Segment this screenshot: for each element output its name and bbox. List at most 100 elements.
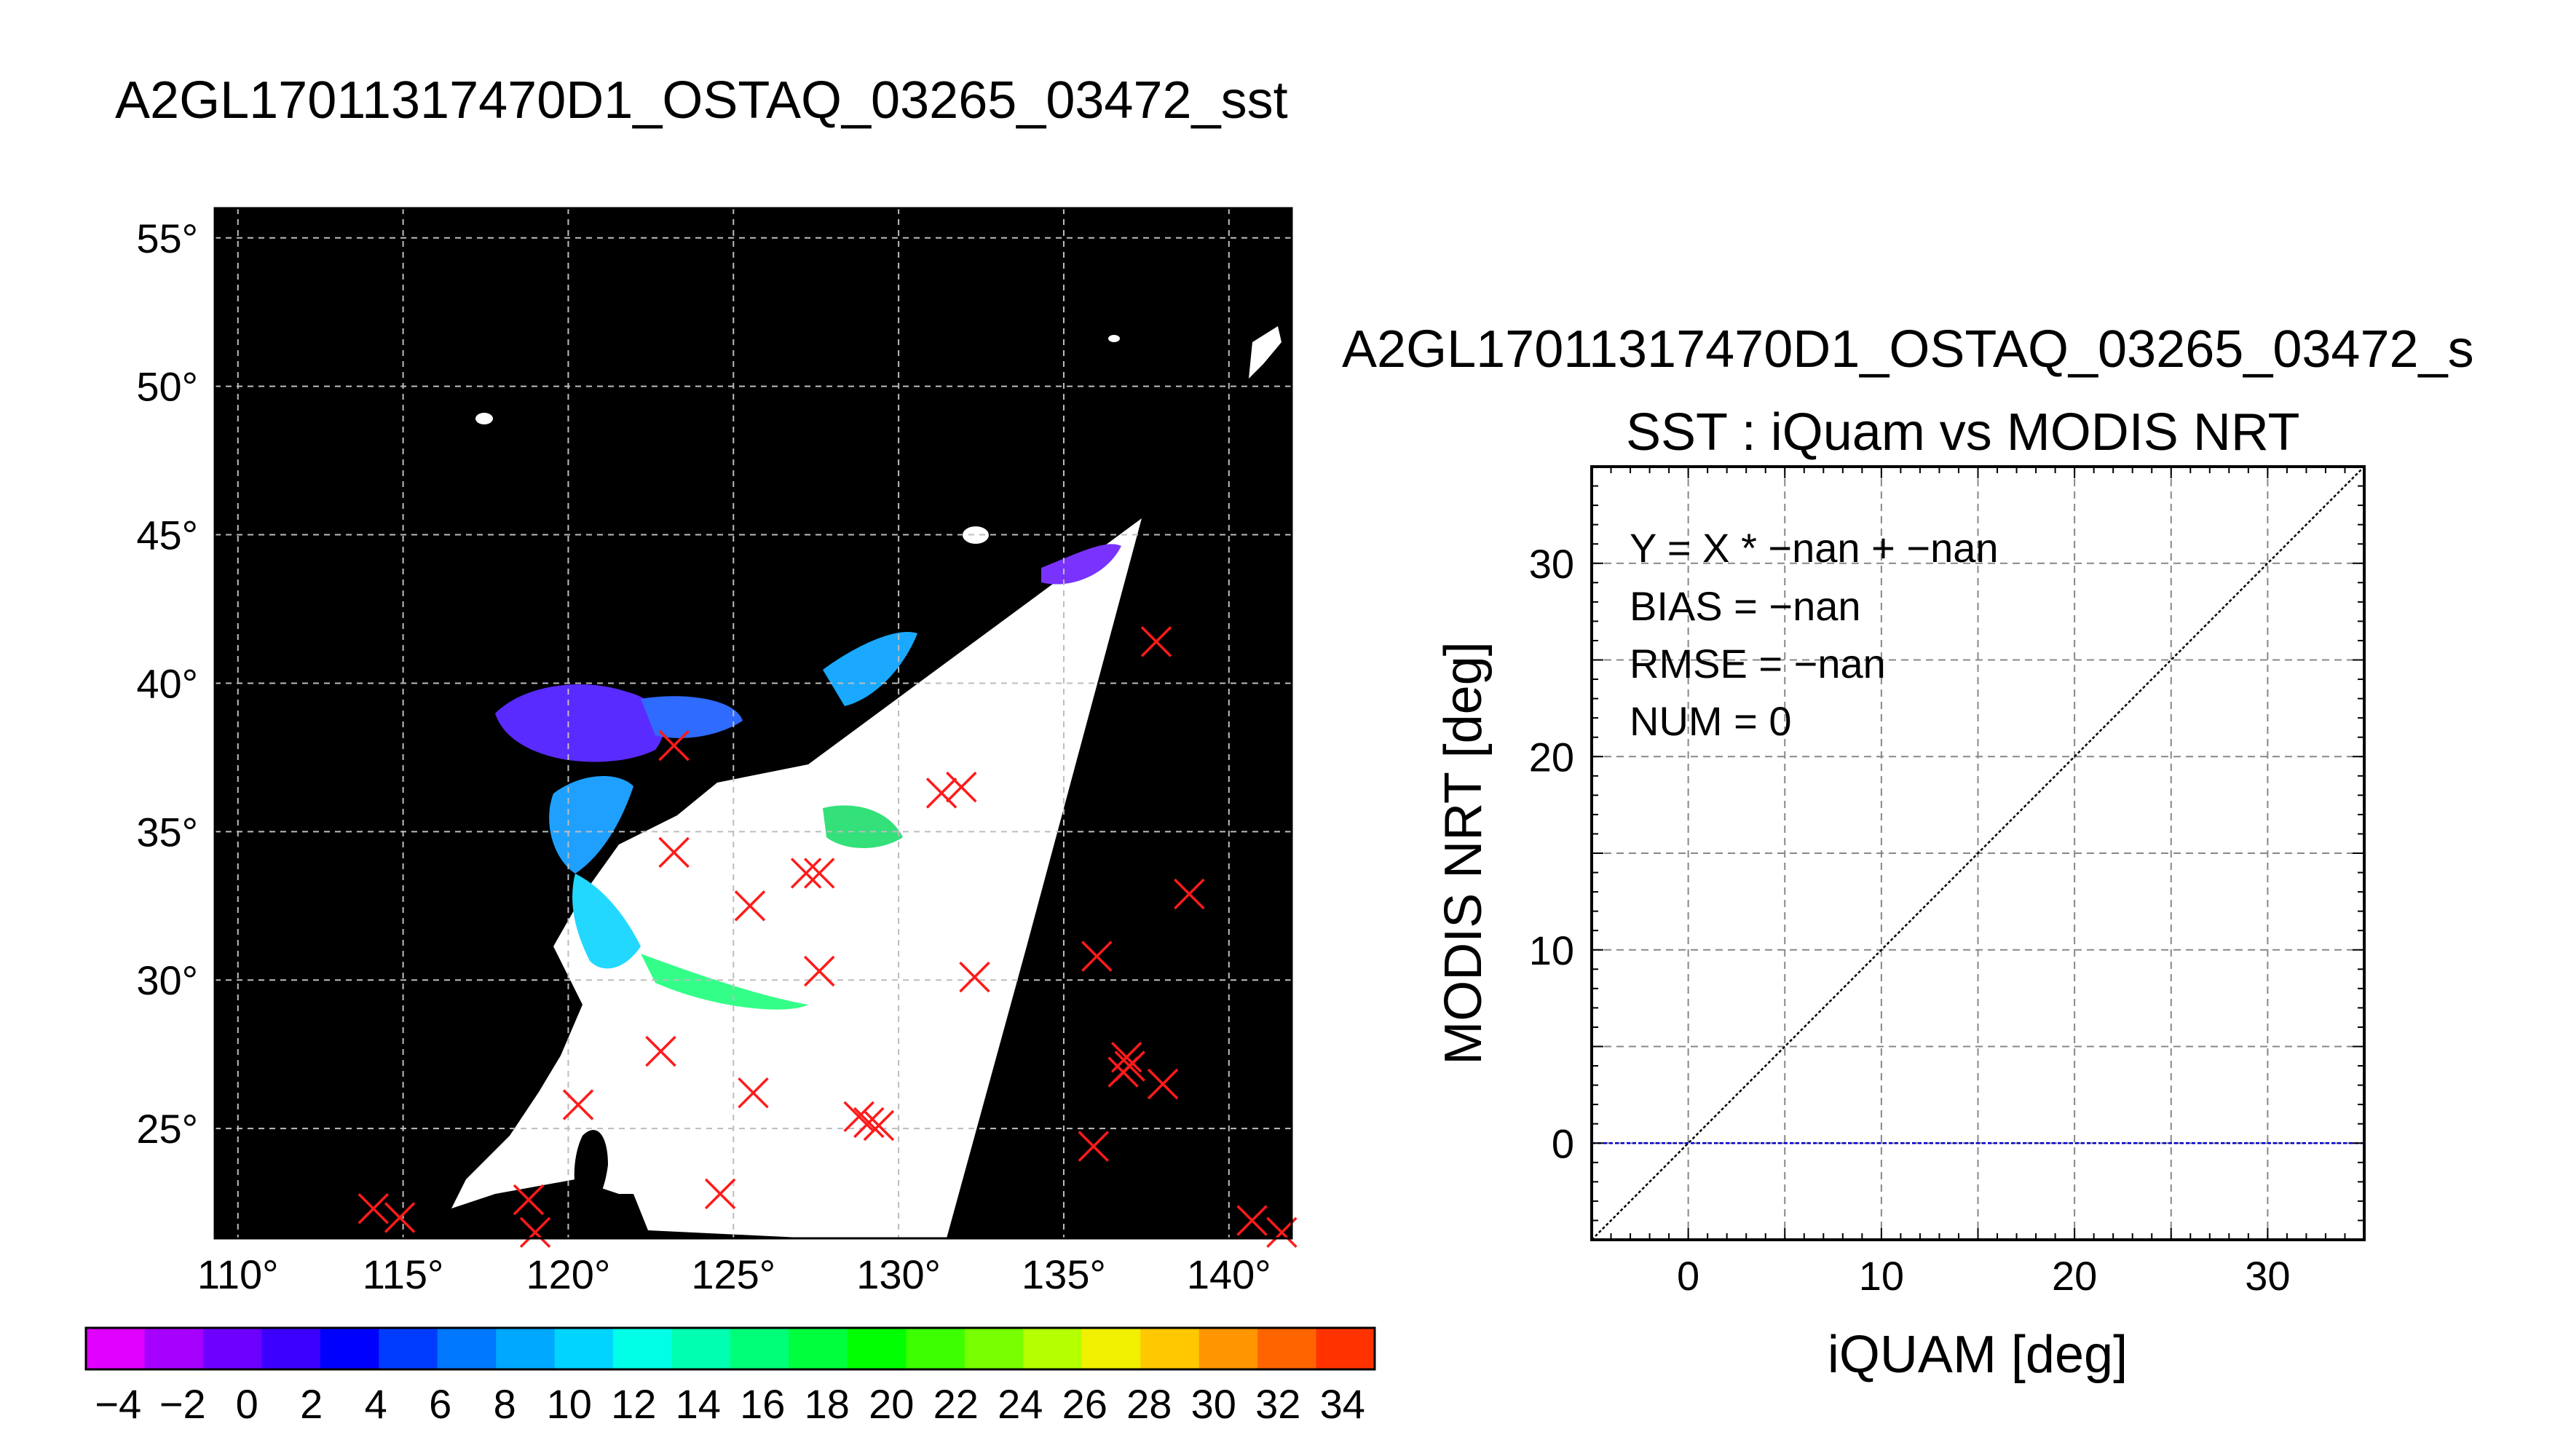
- map-marker-stroke: [1236, 1205, 1268, 1236]
- map-lat-label: 50°: [136, 364, 198, 410]
- map-marker-stroke: [1174, 878, 1205, 910]
- colorbar-swatch: [554, 1328, 614, 1369]
- colorbar-tick-label: 26: [1062, 1381, 1107, 1427]
- map-lat-label: 30°: [136, 957, 198, 1003]
- map-lon-label: 140°: [1187, 1251, 1271, 1297]
- colorbar-frame: [84, 1326, 1376, 1371]
- scatter-x-tick-label: 10: [1859, 1253, 1904, 1299]
- colorbar-swatch: [1257, 1328, 1317, 1369]
- map-marker: [738, 1077, 769, 1109]
- map-lon-label: 130°: [856, 1251, 941, 1297]
- map-marker-stroke: [358, 1192, 390, 1224]
- map-marker: [946, 771, 977, 803]
- map-marker-stroke: [738, 1077, 769, 1109]
- page-title: A2GL17011317470D1_OSTAQ_03265_03472_sst: [115, 71, 1288, 130]
- map-lat-label: 45°: [136, 513, 198, 558]
- map-marker: [790, 858, 822, 889]
- colorbar-swatch: [671, 1328, 731, 1369]
- scatter-reference-lines: [1591, 466, 2365, 1241]
- map-marker: [1107, 1056, 1139, 1088]
- map-marker-stroke: [863, 1109, 895, 1142]
- sst-imagery: [451, 326, 1282, 1238]
- map-marker: [1174, 878, 1205, 910]
- colorbar-tick-label: 34: [1320, 1381, 1365, 1427]
- colorbar-tick-label: 20: [869, 1381, 914, 1427]
- scatter-y-tick-label: 0: [1552, 1120, 1574, 1166]
- taiwan-land: [574, 1130, 608, 1209]
- colorbar-tick-label: 8: [494, 1381, 516, 1427]
- colorbar-swatch: [202, 1328, 262, 1369]
- stats-rmse: RMSE = −nan: [1630, 641, 1886, 687]
- stats-bias: BIAS = −nan: [1630, 583, 1861, 629]
- map-marker-stroke: [384, 1202, 416, 1233]
- map-lat-label: 35°: [136, 809, 198, 855]
- map-marker: [734, 890, 766, 922]
- colorbar-tick-label: 30: [1191, 1381, 1236, 1427]
- swath-area: [451, 518, 1142, 1238]
- colorbar-tick-label: 28: [1126, 1381, 1172, 1427]
- colorbar-tick-label: 16: [740, 1381, 785, 1427]
- colorbar-swatch: [847, 1328, 907, 1369]
- map-marker: [658, 729, 690, 761]
- map-markers: [358, 626, 1298, 1249]
- colorbar-tick-label: 18: [805, 1381, 850, 1427]
- map-marker-stroke: [734, 890, 766, 922]
- map-marker: [925, 778, 957, 809]
- colorbar-swatch: [613, 1328, 673, 1369]
- colorbar-swatch: [496, 1328, 556, 1369]
- colorbar-swatch: [379, 1328, 438, 1369]
- colorbar-swatch: [906, 1328, 965, 1369]
- scatter-x-tick-label: 0: [1677, 1253, 1699, 1299]
- map-lon-label: 135°: [1022, 1251, 1106, 1297]
- map-gridlines: [215, 208, 1292, 1238]
- map-frame: [213, 207, 1293, 1240]
- scatter-y-tick-labels: 0 10 20 30: [1529, 541, 1574, 1167]
- map-marker: [803, 955, 835, 987]
- colorbar-tick-label: 6: [429, 1381, 451, 1427]
- sst-patch-coast2: [572, 874, 641, 969]
- map-marker-stroke: [645, 1035, 676, 1067]
- map-panel: 110° 115° 120° 125° 130° 135° 140° 55° 50° 45° 40…: [136, 207, 1298, 1297]
- colorbar-tick-label: −4: [95, 1381, 141, 1427]
- map-marker: [843, 1101, 874, 1133]
- colorbar-tick-label: 12: [611, 1381, 656, 1427]
- map-marker: [853, 1107, 885, 1139]
- colorbar-swatch: [437, 1328, 497, 1369]
- island-small-2: [475, 413, 493, 424]
- scatter-y-axis-label: MODIS NRT [deg]: [1434, 641, 1493, 1065]
- colorbar-tick-label: 0: [236, 1381, 258, 1427]
- sst-patch-korea-south: [823, 805, 903, 848]
- sst-patch-bohai: [495, 684, 665, 762]
- map-lon-labels: 110° 115° 120° 125° 130° 135° 140°: [197, 1251, 1271, 1297]
- map-marker-stroke: [803, 858, 835, 889]
- map-marker: [1236, 1205, 1268, 1236]
- colorbar-swatch: [86, 1328, 146, 1369]
- colorbar-tick-label: 10: [547, 1381, 592, 1427]
- map-marker: [384, 1202, 416, 1233]
- one-to-one-line: [1591, 466, 2365, 1241]
- map-lat-labels: 55° 50° 45° 40° 35° 30° 25°: [136, 215, 198, 1152]
- map-marker: [1081, 941, 1113, 972]
- colorbar-swatch: [1316, 1328, 1375, 1369]
- map-marker: [645, 1035, 676, 1067]
- sst-patch-coast: [549, 776, 633, 874]
- colorbar-tick-label: 22: [933, 1381, 979, 1427]
- map-marker-stroke: [658, 729, 690, 761]
- scatter-x-axis-label: iQUAM [deg]: [1827, 1326, 2128, 1384]
- island-small-3: [1108, 335, 1120, 342]
- scatter-x-tick-label: 20: [2052, 1253, 2097, 1299]
- sst-patch-yellowsea: [641, 696, 743, 738]
- colorbar-tick-label: −2: [159, 1381, 206, 1427]
- map-marker: [513, 1184, 545, 1216]
- map-marker: [658, 836, 690, 869]
- map-lat-label: 40°: [136, 660, 198, 706]
- map-marker: [1147, 1068, 1179, 1100]
- colorbar-tick-label: 4: [365, 1381, 387, 1427]
- colorbar-swatch: [1081, 1328, 1141, 1369]
- stats-fit: Y = X * −nan + −nan: [1630, 525, 1999, 571]
- map-marker: [1078, 1131, 1110, 1162]
- scatter-x-tick-label: 30: [2245, 1253, 2290, 1299]
- map-marker-stroke: [1078, 1131, 1110, 1162]
